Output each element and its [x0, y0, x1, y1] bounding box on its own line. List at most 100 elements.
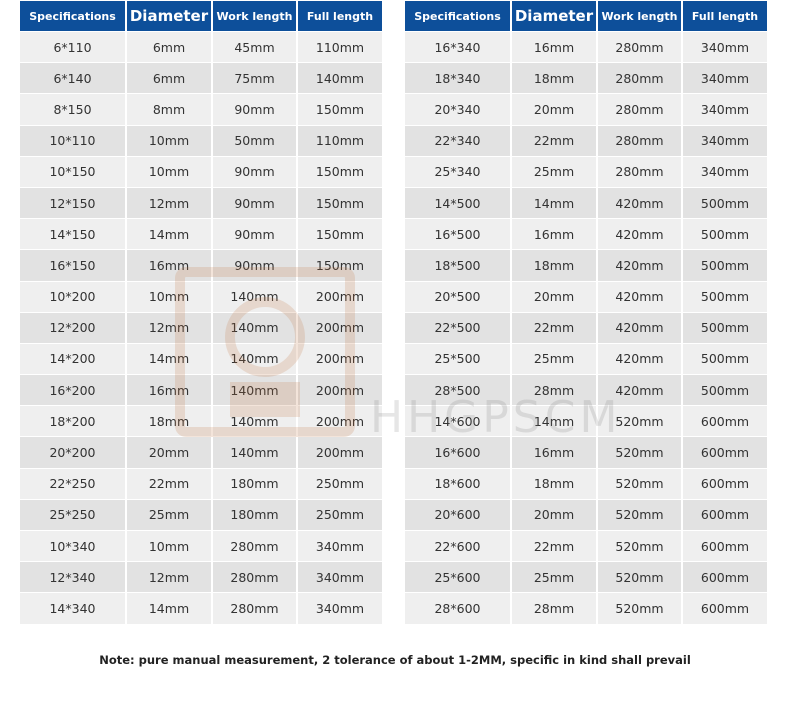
cell-work-length: 50mm — [213, 125, 296, 156]
cell-work-length: 420mm — [598, 343, 681, 375]
table-row: 20*200 20mm 140mm 200mm — [20, 437, 382, 468]
cell-full-length: 500mm — [683, 250, 767, 281]
cell-specification: 22*600 — [405, 531, 510, 562]
cell-work-length: 90mm — [213, 250, 296, 281]
cell-work-length: 520mm — [598, 499, 681, 530]
cell-work-length: 140mm — [213, 375, 296, 406]
cell-full-length: 150mm — [298, 250, 382, 281]
table-row: 10*150 10mm 90mm 150mm — [20, 156, 382, 187]
table-row: 20*600 20mm 520mm 600mm — [405, 499, 767, 530]
cell-diameter: 28mm — [512, 593, 596, 624]
cell-work-length: 280mm — [598, 125, 681, 156]
cell-work-length: 420mm — [598, 250, 681, 281]
header-row: Specifications Diameter Work length Full… — [20, 1, 382, 31]
cell-full-length: 600mm — [683, 437, 767, 468]
cell-work-length: 420mm — [598, 219, 681, 250]
cell-full-length: 500mm — [683, 281, 767, 312]
table-row: 28*500 28mm 420mm 500mm — [405, 375, 767, 406]
cell-specification: 16*200 — [20, 375, 125, 406]
cell-diameter: 16mm — [512, 219, 596, 250]
cell-diameter: 14mm — [127, 219, 211, 250]
cell-specification: 12*340 — [20, 562, 125, 593]
cell-specification: 14*340 — [20, 593, 125, 624]
cell-diameter: 25mm — [512, 343, 596, 375]
cell-diameter: 14mm — [512, 406, 596, 437]
cell-specification: 10*200 — [20, 281, 125, 312]
header-specifications: Specifications — [20, 1, 125, 31]
cell-specification: 18*600 — [405, 468, 510, 499]
table-row: 14*150 14mm 90mm 150mm — [20, 219, 382, 250]
cell-full-length: 200mm — [298, 406, 382, 437]
cell-diameter: 22mm — [512, 312, 596, 343]
cell-full-length: 200mm — [298, 312, 382, 343]
table-row: 12*150 12mm 90mm 150mm — [20, 187, 382, 219]
table-row: 10*110 10mm 50mm 110mm — [20, 125, 382, 156]
table-row: 28*600 28mm 520mm 600mm — [405, 593, 767, 624]
cell-diameter: 16mm — [127, 250, 211, 281]
cell-diameter: 10mm — [127, 125, 211, 156]
table-row: 16*340 16mm 280mm 340mm — [405, 32, 767, 63]
cell-diameter: 22mm — [127, 468, 211, 499]
cell-specification: 10*340 — [20, 531, 125, 562]
cell-diameter: 12mm — [127, 562, 211, 593]
cell-work-length: 90mm — [213, 156, 296, 187]
cell-diameter: 18mm — [512, 63, 596, 94]
cell-work-length: 280mm — [213, 531, 296, 562]
cell-work-length: 280mm — [598, 32, 681, 63]
table-row: 12*340 12mm 280mm 340mm — [20, 562, 382, 593]
cell-specification: 22*500 — [405, 312, 510, 343]
table-row: 14*200 14mm 140mm 200mm — [20, 343, 382, 375]
cell-full-length: 340mm — [298, 531, 382, 562]
cell-diameter: 10mm — [127, 156, 211, 187]
cell-work-length: 140mm — [213, 343, 296, 375]
table-row: 16*150 16mm 90mm 150mm — [20, 250, 382, 281]
cell-specification: 18*500 — [405, 250, 510, 281]
cell-diameter: 20mm — [127, 437, 211, 468]
table-row: 10*200 10mm 140mm 200mm — [20, 281, 382, 312]
cell-full-length: 500mm — [683, 375, 767, 406]
cell-work-length: 140mm — [213, 437, 296, 468]
cell-specification: 22*250 — [20, 468, 125, 499]
cell-diameter: 14mm — [127, 593, 211, 624]
cell-specification: 16*150 — [20, 250, 125, 281]
cell-full-length: 600mm — [683, 406, 767, 437]
cell-work-length: 140mm — [213, 406, 296, 437]
cell-diameter: 25mm — [127, 499, 211, 530]
cell-specification: 28*500 — [405, 375, 510, 406]
cell-specification: 18*200 — [20, 406, 125, 437]
header-diameter: Diameter — [127, 1, 211, 31]
cell-full-length: 340mm — [298, 562, 382, 593]
header-full-length: Full length — [298, 1, 382, 31]
cell-full-length: 600mm — [683, 468, 767, 499]
cell-diameter: 25mm — [512, 562, 596, 593]
cell-full-length: 500mm — [683, 187, 767, 219]
cell-work-length: 520mm — [598, 562, 681, 593]
cell-full-length: 340mm — [683, 156, 767, 187]
cell-specification: 16*500 — [405, 219, 510, 250]
cell-specification: 18*340 — [405, 63, 510, 94]
table-row: 16*200 16mm 140mm 200mm — [20, 375, 382, 406]
cell-specification: 14*500 — [405, 187, 510, 219]
cell-full-length: 150mm — [298, 219, 382, 250]
cell-specification: 16*600 — [405, 437, 510, 468]
cell-diameter: 20mm — [512, 281, 596, 312]
cell-work-length: 280mm — [213, 593, 296, 624]
table-row: 25*250 25mm 180mm 250mm — [20, 499, 382, 530]
table-row: 18*340 18mm 280mm 340mm — [405, 63, 767, 94]
cell-work-length: 280mm — [213, 562, 296, 593]
table-row: 25*600 25mm 520mm 600mm — [405, 562, 767, 593]
cell-full-length: 500mm — [683, 312, 767, 343]
cell-specification: 6*110 — [20, 32, 125, 63]
cell-full-length: 340mm — [683, 63, 767, 94]
cell-full-length: 150mm — [298, 156, 382, 187]
cell-work-length: 420mm — [598, 187, 681, 219]
header-diameter: Diameter — [512, 1, 596, 31]
cell-diameter: 18mm — [512, 250, 596, 281]
table-row: 8*150 8mm 90mm 150mm — [20, 94, 382, 125]
cell-work-length: 45mm — [213, 32, 296, 63]
cell-diameter: 16mm — [512, 32, 596, 63]
cell-work-length: 420mm — [598, 281, 681, 312]
table-row: 6*110 6mm 45mm 110mm — [20, 32, 382, 63]
cell-diameter: 16mm — [127, 375, 211, 406]
cell-diameter: 12mm — [127, 187, 211, 219]
